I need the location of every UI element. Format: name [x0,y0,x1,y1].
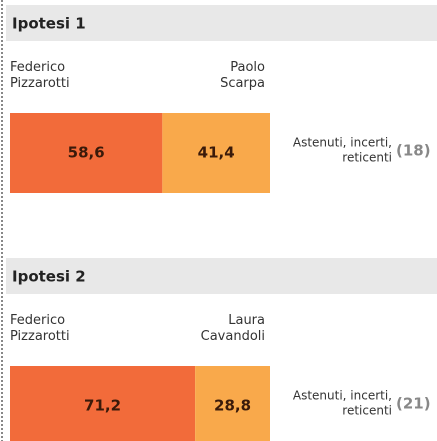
others-value: (21) [396,395,431,413]
others-label: Astenuti, incerti, [293,389,392,403]
bar-segment [10,366,196,441]
section-header [6,258,437,294]
bar-value-label: 58,6 [68,144,105,162]
bar-segment [162,113,270,193]
series-name: Paolo Scarpa [220,60,265,91]
series-name: Federico Pizzarotti [10,60,70,91]
series-name: Laura Cavandoli [201,313,265,344]
bar-segment [195,366,270,441]
section-title: Ipotesi 2 [12,268,86,286]
others-label: reticenti [342,151,392,165]
others-label: reticenti [342,404,392,418]
bar-value-label: 28,8 [214,397,251,415]
bar-value-label: 41,4 [198,144,235,162]
bar-value-label: 71,2 [84,397,121,415]
others-value: (18) [396,142,431,160]
section-title: Ipotesi 1 [12,15,86,33]
series-name: Federico Pizzarotti [10,313,70,344]
bar-segment [10,113,163,193]
section-header [6,5,437,41]
others-label: Astenuti, incerti, [293,136,392,150]
